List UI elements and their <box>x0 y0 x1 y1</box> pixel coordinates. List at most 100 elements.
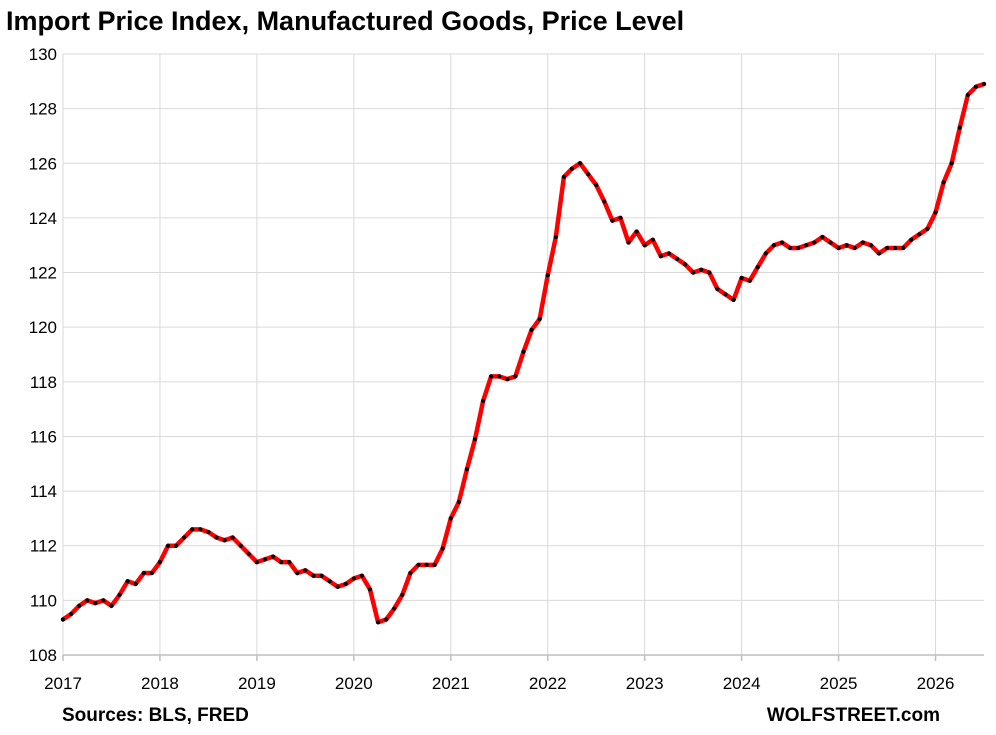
series-points <box>60 81 987 625</box>
data-point <box>860 240 865 245</box>
data-point <box>182 535 187 540</box>
data-point <box>481 398 486 404</box>
data-point <box>319 573 324 578</box>
data-point <box>771 243 777 248</box>
data-point <box>279 560 284 565</box>
data-point <box>262 557 268 562</box>
data-point <box>973 84 979 89</box>
data-point <box>949 161 954 166</box>
data-point <box>85 598 90 603</box>
data-point <box>400 592 405 598</box>
data-point <box>715 286 720 292</box>
data-point <box>893 245 898 251</box>
data-point <box>763 251 768 256</box>
data-point <box>375 620 381 625</box>
data-point <box>206 529 211 535</box>
data-point <box>190 527 195 532</box>
data-point <box>117 592 122 598</box>
data-point <box>925 226 930 231</box>
x-tick-label: 2017 <box>44 674 82 693</box>
x-tick-label: 2024 <box>723 674 761 693</box>
data-point <box>674 256 680 261</box>
data-point <box>828 240 833 245</box>
data-point <box>408 570 413 576</box>
data-point <box>351 576 356 581</box>
data-point <box>545 273 550 278</box>
data-point <box>650 237 655 242</box>
data-point <box>464 467 470 472</box>
data-point <box>723 292 728 297</box>
data-point <box>917 232 922 237</box>
data-point <box>788 245 793 251</box>
data-point <box>691 270 696 275</box>
data-point <box>577 161 583 166</box>
x-tick-label: 2026 <box>917 674 955 693</box>
data-point <box>157 560 163 565</box>
data-point <box>658 254 663 259</box>
data-point <box>497 374 502 379</box>
y-tick-label: 112 <box>30 537 57 556</box>
data-point <box>779 240 785 245</box>
y-tick-label: 110 <box>30 591 57 610</box>
data-point <box>77 603 82 608</box>
data-point <box>634 229 639 234</box>
data-point <box>537 316 542 322</box>
y-tick-label: 130 <box>29 45 57 64</box>
data-point <box>529 327 534 333</box>
gridlines <box>62 53 984 655</box>
data-point <box>440 546 445 551</box>
x-tick-label: 2022 <box>529 674 567 693</box>
data-point <box>505 376 510 382</box>
y-tick-label: 114 <box>30 482 57 501</box>
chart-title: Import Price Index, Manufactured Goods, … <box>6 6 685 36</box>
data-point <box>884 245 890 251</box>
y-tick-label: 126 <box>29 154 57 173</box>
data-point <box>230 535 235 540</box>
data-point <box>699 267 704 272</box>
data-point <box>93 600 98 606</box>
data-point <box>618 215 623 221</box>
data-point <box>820 234 825 240</box>
data-point <box>303 568 308 573</box>
x-tick-label: 2025 <box>820 674 858 693</box>
data-point <box>489 374 494 379</box>
x-tick-label: 2019 <box>238 674 276 693</box>
data-point <box>448 516 453 521</box>
data-point <box>472 437 478 442</box>
data-point <box>933 210 938 215</box>
data-point <box>981 81 987 87</box>
data-point <box>868 243 873 248</box>
y-axis-ticks: 108 110 112 114 116 118 120 122 124 126 128 130 <box>29 45 57 665</box>
data-point <box>747 278 752 283</box>
data-point <box>254 560 259 565</box>
data-point <box>796 245 801 251</box>
y-tick-label: 120 <box>29 318 57 337</box>
data-point <box>852 245 857 251</box>
data-point <box>586 172 591 177</box>
data-point <box>367 587 373 592</box>
data-point <box>804 243 809 248</box>
data-point <box>602 199 607 204</box>
data-point <box>941 180 946 185</box>
data-point <box>165 543 171 548</box>
data-point <box>359 573 365 578</box>
y-tick-label: 122 <box>29 264 57 283</box>
y-tick-label: 108 <box>29 646 57 665</box>
data-point <box>569 166 575 171</box>
data-point <box>149 570 154 576</box>
data-point <box>901 245 906 251</box>
brand-label: WOLFSTREET.com <box>766 705 940 726</box>
data-point <box>594 183 599 188</box>
data-point <box>513 374 518 379</box>
data-point <box>246 551 251 557</box>
data-point <box>610 218 615 223</box>
x-tick-label: 2021 <box>432 674 470 693</box>
data-point <box>666 251 672 256</box>
data-point <box>812 240 817 245</box>
data-point <box>238 543 243 548</box>
data-point <box>198 527 203 532</box>
y-tick-label: 124 <box>29 209 57 228</box>
data-point <box>707 270 712 275</box>
data-point <box>335 584 340 589</box>
x-axis-ticks: 2017 2018 2019 2020 2021 2022 2023 2024 2025 2026 <box>44 674 954 693</box>
